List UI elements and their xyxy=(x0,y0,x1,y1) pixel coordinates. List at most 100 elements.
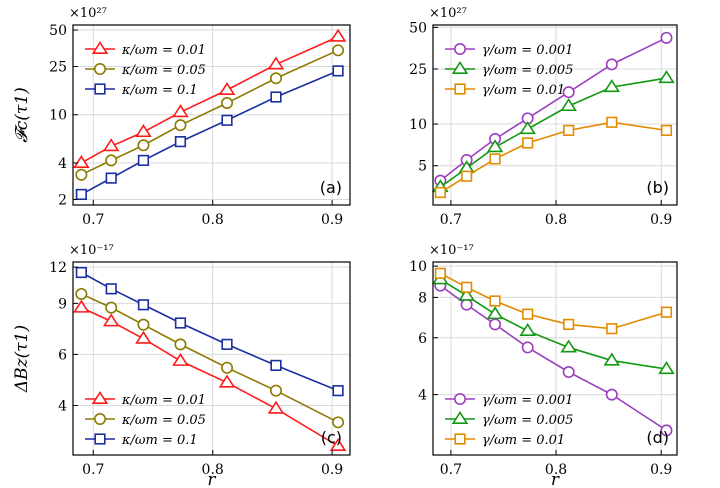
y-tick-label: 50 xyxy=(49,23,67,39)
data-point xyxy=(660,424,673,437)
legend-entry: κ/ωm = 0.05 xyxy=(121,413,206,428)
data-point xyxy=(332,65,344,77)
data-point xyxy=(75,287,88,300)
axis-multiplier: ×10²⁷ xyxy=(429,6,467,21)
data-point xyxy=(460,298,473,311)
y-tick-label: 4 xyxy=(418,388,427,404)
data-point xyxy=(605,58,618,71)
axis-multiplier: ×10⁻¹⁷ xyxy=(69,243,114,258)
data-point xyxy=(174,317,187,329)
data-point xyxy=(73,154,90,168)
data-point xyxy=(105,172,117,184)
legend-entry: κ/ωm = 0.05 xyxy=(121,63,206,78)
data-point xyxy=(73,299,90,313)
legend-marker xyxy=(94,412,107,425)
data-point xyxy=(458,287,475,301)
legend: γ/ωm = 0.001 γ/ωm = 0.005 γ/ωm = 0.01 xyxy=(445,42,573,98)
y-tick-label: 10 xyxy=(409,117,427,133)
data-point xyxy=(174,338,187,351)
legend-entry: γ/ωm = 0.001 xyxy=(482,393,573,408)
axis-multiplier: ×10²⁷ xyxy=(69,6,107,21)
y-tick-label: 9 xyxy=(58,296,67,312)
panel-tag: (d) xyxy=(646,428,669,447)
data-point xyxy=(329,28,347,42)
y-tick-label: 10 xyxy=(409,259,427,275)
panel-tag: (c) xyxy=(321,428,342,447)
data-point xyxy=(75,266,87,279)
data-point xyxy=(174,136,187,148)
x-tick-label: 0.9 xyxy=(321,462,343,478)
data-point xyxy=(489,153,501,165)
legend: κ/ωm = 0.01 κ/ωm = 0.05 κ/ωm = 0.1 xyxy=(85,391,206,448)
data-point xyxy=(560,98,577,112)
legend-marker xyxy=(94,62,107,75)
legend-entry: κ/ωm = 0.01 xyxy=(121,43,206,58)
series-line-1 xyxy=(81,49,339,176)
x-tick-label: 0.9 xyxy=(650,212,672,228)
data-point xyxy=(135,124,152,138)
data-point xyxy=(461,170,473,182)
data-point xyxy=(658,70,675,84)
data-point xyxy=(660,124,673,136)
data-point xyxy=(137,139,150,152)
data-point xyxy=(172,104,189,118)
panel-tag: (b) xyxy=(646,178,669,197)
data-point xyxy=(332,416,345,429)
chart-panel-0: 2 4 10 25 50 0.7 0.8 0.9 ×10²⁷ 𝓕c(τ1) (a) κ/ωm = 0.… xyxy=(12,6,351,228)
data-point xyxy=(267,400,285,414)
data-point xyxy=(102,138,120,152)
legend-marker xyxy=(94,433,106,445)
legend-marker xyxy=(94,83,106,95)
y-tick-label: 5 xyxy=(418,159,427,175)
data-point xyxy=(135,330,152,344)
data-point xyxy=(218,374,236,388)
series-line-0 xyxy=(80,36,339,164)
legend-entry: γ/ωm = 0.005 xyxy=(482,63,573,78)
data-point xyxy=(270,359,282,371)
data-point xyxy=(461,281,473,293)
legend-marker xyxy=(91,391,109,405)
legend-marker xyxy=(453,392,466,405)
legend-entry: κ/ωm = 0.01 xyxy=(121,393,206,408)
plot-frame xyxy=(432,24,678,206)
data-point xyxy=(221,114,233,126)
y-tick-label: 4 xyxy=(58,399,67,415)
y-tick-label: 50 xyxy=(409,20,427,36)
plot-frame xyxy=(432,261,678,456)
y-tick-label: 12 xyxy=(49,260,67,276)
legend-entry: κ/ωm = 0.1 xyxy=(121,433,198,448)
series-line-1 xyxy=(81,293,339,424)
y-tick-label: 25 xyxy=(49,60,67,76)
series-line-2 xyxy=(80,70,339,196)
data-point xyxy=(137,299,150,311)
y-axis-label: 𝓕c(τ1) xyxy=(12,87,32,143)
data-point xyxy=(489,318,502,331)
data-point xyxy=(603,352,621,366)
data-point xyxy=(105,154,118,167)
x-tick-label: 0.8 xyxy=(202,462,224,478)
y-tick-label: 8 xyxy=(418,290,427,306)
x-tick-label: 0.9 xyxy=(650,462,672,478)
data-point xyxy=(105,301,118,314)
y-tick-label: 2 xyxy=(58,192,67,208)
data-point xyxy=(267,56,285,70)
y-tick-label: 10 xyxy=(49,108,67,124)
data-point xyxy=(172,352,189,366)
data-point xyxy=(660,306,673,318)
x-axis-label: r xyxy=(207,470,216,488)
data-point xyxy=(521,341,534,354)
data-point xyxy=(329,438,347,452)
series-line-2 xyxy=(439,121,667,194)
data-point xyxy=(221,96,234,109)
data-point xyxy=(522,308,534,320)
data-point xyxy=(102,313,120,327)
data-point xyxy=(522,137,534,149)
legend: κ/ωm = 0.01 κ/ωm = 0.05 κ/ωm = 0.1 xyxy=(85,41,206,98)
data-point xyxy=(605,388,618,401)
legend-entry: γ/ωm = 0.005 xyxy=(482,413,573,428)
chart-panel-2: 4 6 9 12 0.7 0.8 0.9 ×10⁻¹⁷ ΔBz(τ1) r (c) κ/ωm = 0.… xyxy=(12,243,351,488)
legend-entry: γ/ωm = 0.01 xyxy=(482,433,565,448)
data-point xyxy=(269,384,282,397)
series-line-0 xyxy=(439,285,667,432)
